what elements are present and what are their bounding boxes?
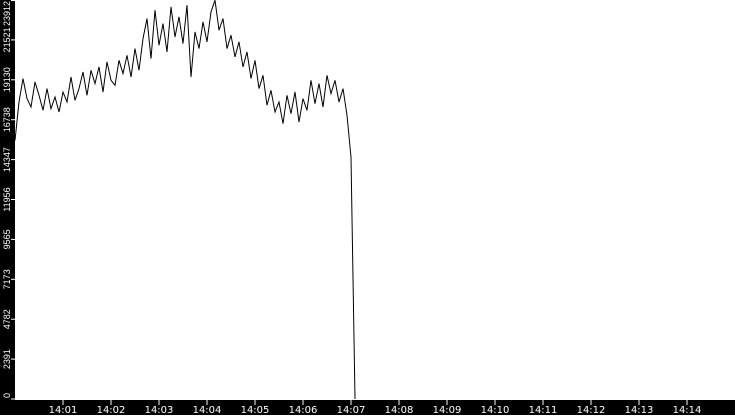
x-tick-label: 14:11 [529,405,558,415]
x-tick-label: 14:09 [433,405,462,415]
x-tick-label: 14:08 [385,405,414,415]
y-tick-label: 19130 [2,67,12,92]
series-line [14,0,356,400]
y-tick-label: 9565 [2,229,12,249]
y-tick-label: 14347 [2,147,12,172]
y-tick-label: 7173 [2,269,12,289]
y-tick-label: 11956 [2,187,12,211]
x-tick-label: 14:02 [97,405,126,415]
x-tick-label: 14:04 [193,405,222,415]
plot-area [15,0,735,400]
y-tick-label: 4782 [2,309,12,329]
x-tick-label: 14:01 [49,405,78,415]
x-tick-label: 14:06 [289,405,318,415]
y-tick-label: 21521 [2,27,12,52]
y-tick-label: 0 [2,393,12,398]
x-tick-label: 14:03 [145,405,174,415]
x-tick-label: 14:14 [673,405,702,415]
x-tick-label: 14:07 [337,405,366,415]
x-tick-label: 14:13 [625,405,654,415]
x-axis-strip [0,400,735,415]
x-tick-label: 14:12 [577,405,606,415]
y-axis-strip [0,0,15,415]
x-tick-label: 14:10 [481,405,510,415]
y-tick-label: 2391 [2,349,12,369]
y-tick-label: 23912 [2,1,12,26]
y-tick-label: 16738 [2,107,12,132]
x-tick-label: 14:05 [241,405,270,415]
